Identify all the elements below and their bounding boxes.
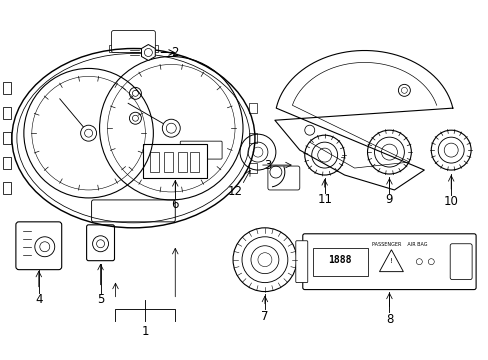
Bar	[108, 45, 118, 53]
FancyBboxPatch shape	[302, 234, 475, 289]
FancyBboxPatch shape	[143, 144, 207, 178]
Text: 6: 6	[171, 198, 179, 211]
Text: 8: 8	[385, 313, 392, 326]
Text: 1: 1	[142, 325, 149, 338]
FancyBboxPatch shape	[178, 152, 187, 172]
Bar	[148, 45, 158, 53]
FancyBboxPatch shape	[190, 152, 199, 172]
Text: 12: 12	[227, 185, 242, 198]
FancyBboxPatch shape	[312, 248, 367, 276]
Text: 5: 5	[97, 293, 104, 306]
Bar	[248, 133, 256, 143]
FancyBboxPatch shape	[91, 200, 175, 222]
Bar	[3, 132, 11, 144]
Text: 7: 7	[261, 310, 268, 323]
Circle shape	[304, 135, 344, 175]
Bar	[3, 82, 11, 94]
FancyBboxPatch shape	[111, 31, 155, 53]
Bar	[248, 103, 256, 113]
Bar	[3, 157, 11, 169]
Bar	[3, 182, 11, 194]
Text: 2: 2	[171, 46, 179, 59]
FancyBboxPatch shape	[150, 152, 159, 172]
Text: !: !	[389, 258, 392, 264]
FancyBboxPatch shape	[180, 141, 222, 159]
Text: 11: 11	[317, 193, 331, 206]
Text: 10: 10	[443, 195, 458, 208]
FancyBboxPatch shape	[295, 241, 307, 283]
FancyBboxPatch shape	[16, 222, 61, 270]
FancyBboxPatch shape	[86, 225, 114, 261]
Text: PASSENGER    AIR BAG: PASSENGER AIR BAG	[371, 242, 427, 247]
FancyBboxPatch shape	[267, 166, 299, 190]
Circle shape	[81, 125, 96, 141]
Bar	[3, 107, 11, 119]
Text: 9: 9	[385, 193, 392, 206]
Circle shape	[233, 228, 296, 292]
Text: 4: 4	[35, 293, 42, 306]
Circle shape	[430, 130, 470, 170]
Text: 3: 3	[264, 158, 271, 172]
Circle shape	[367, 130, 410, 174]
FancyBboxPatch shape	[164, 152, 173, 172]
FancyBboxPatch shape	[449, 244, 471, 280]
Circle shape	[162, 119, 180, 137]
Bar	[248, 163, 256, 173]
Text: 1888: 1888	[327, 255, 351, 265]
